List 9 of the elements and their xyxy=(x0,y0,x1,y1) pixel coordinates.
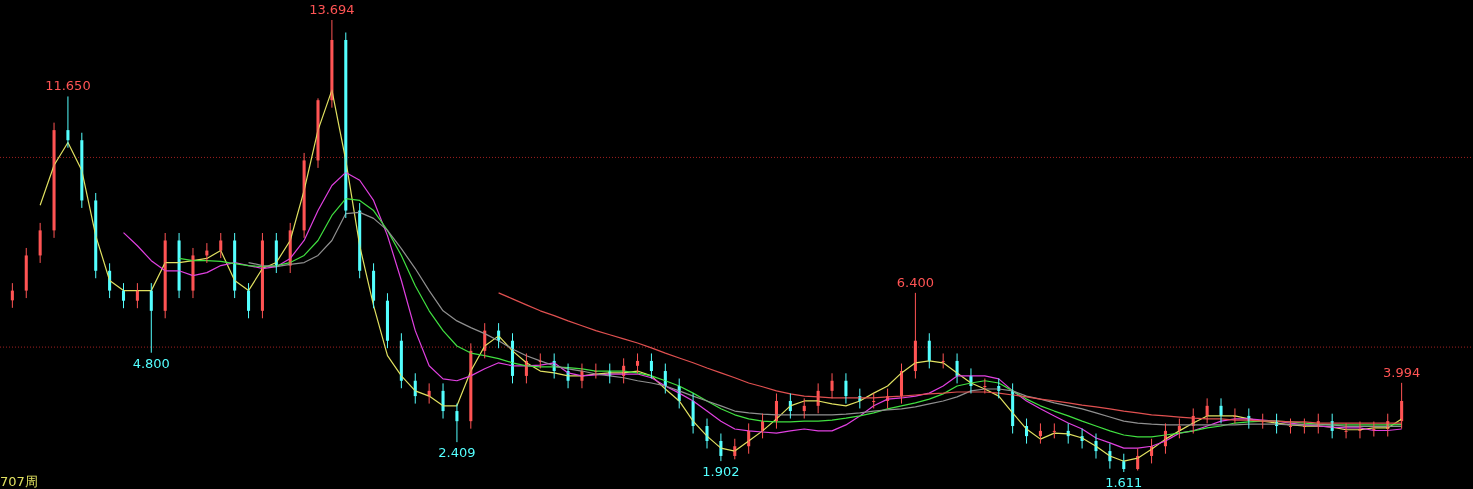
annotation: 1.902 xyxy=(702,464,740,480)
text: 707周 xyxy=(0,474,38,489)
annotation: 13.694 xyxy=(309,2,355,17)
annotation: 6.400 xyxy=(896,274,934,290)
annotation: 4.800 xyxy=(132,355,170,371)
annotation: 1.611 xyxy=(1105,475,1143,489)
annotation: 2.409 xyxy=(438,445,476,461)
annotation: 3.994 xyxy=(1383,364,1421,380)
annotation: 11.650 xyxy=(45,78,91,94)
